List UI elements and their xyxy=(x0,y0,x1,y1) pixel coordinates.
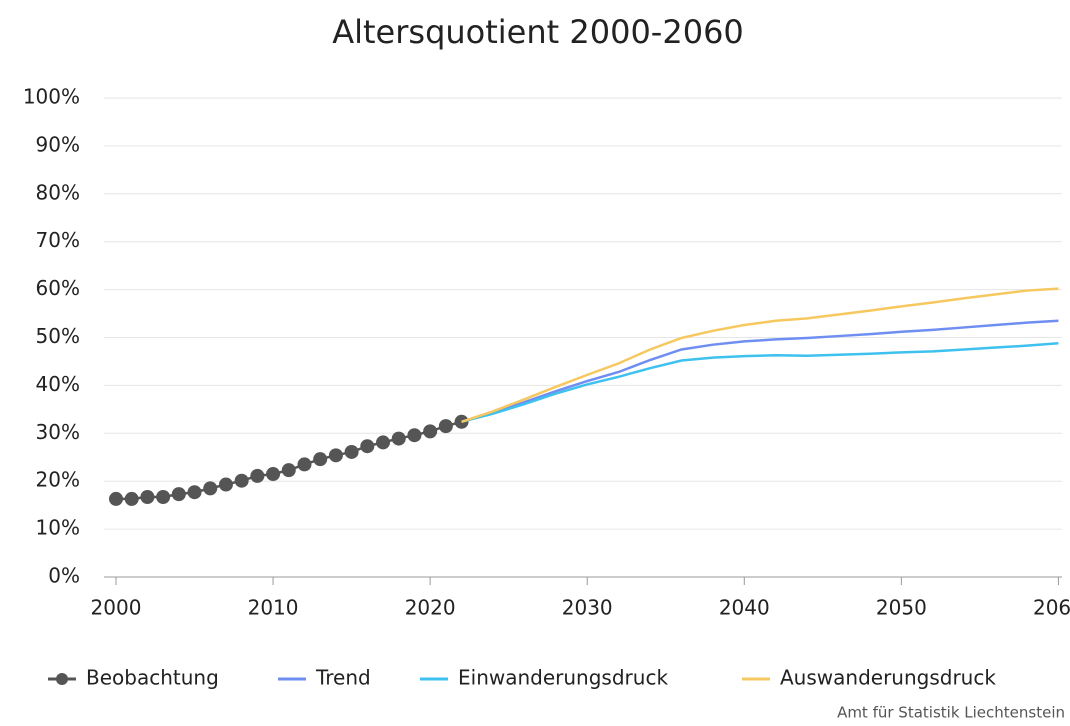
data-point xyxy=(423,424,438,439)
data-point xyxy=(297,457,312,472)
data-point xyxy=(281,463,296,478)
x-tick-label: 2030 xyxy=(562,596,613,620)
x-tick-label: 2000 xyxy=(91,596,142,620)
x-tick-label: 2020 xyxy=(405,596,456,620)
data-point xyxy=(360,439,375,454)
data-point xyxy=(407,428,422,443)
data-point xyxy=(156,490,171,505)
y-tick-label: 20% xyxy=(36,468,80,492)
y-tick-label: 0% xyxy=(48,564,80,588)
series-line xyxy=(461,342,1059,424)
legend-marker xyxy=(56,673,68,685)
data-point xyxy=(313,452,328,467)
y-tick-label: 10% xyxy=(36,516,80,540)
data-point xyxy=(124,491,139,506)
legend-label: Trend xyxy=(315,666,371,690)
data-point xyxy=(140,490,155,505)
series-line xyxy=(461,319,1059,424)
data-point xyxy=(250,468,265,483)
x-tick-label: 2040 xyxy=(719,596,770,620)
y-tick-label: 100% xyxy=(23,85,80,109)
data-point xyxy=(376,435,391,450)
y-tick-label: 30% xyxy=(36,420,80,444)
data-point xyxy=(344,444,359,459)
chart-title: Altersquotient 2000-2060 xyxy=(332,13,744,51)
legend-label: Einwanderungsdruck xyxy=(458,666,668,690)
data-point xyxy=(171,487,186,502)
y-tick-label: 90% xyxy=(36,132,80,156)
y-tick-label: 40% xyxy=(36,372,80,396)
data-point xyxy=(187,485,202,500)
x-tick-label: 2010 xyxy=(248,596,299,620)
legend-label: Auswanderungsdruck xyxy=(780,666,996,690)
data-point xyxy=(328,448,343,463)
data-point xyxy=(109,491,123,506)
credit: Amt für Statistik Liechtenstein xyxy=(837,704,1065,722)
data-point xyxy=(391,431,406,446)
data-point xyxy=(438,419,453,434)
y-tick-label: 80% xyxy=(36,180,80,204)
y-tick-label: 70% xyxy=(36,228,80,252)
y-tick-label: 50% xyxy=(36,324,80,348)
data-point xyxy=(218,477,233,492)
x-tick-label: 2050 xyxy=(876,596,927,620)
y-tick-label: 60% xyxy=(36,276,80,300)
data-point xyxy=(203,481,218,496)
data-point xyxy=(266,467,281,482)
x-tick-label: 2060 xyxy=(1033,596,1070,620)
data-point xyxy=(234,473,249,488)
series-line xyxy=(461,287,1059,423)
legend-label: Beobachtung xyxy=(86,666,219,690)
